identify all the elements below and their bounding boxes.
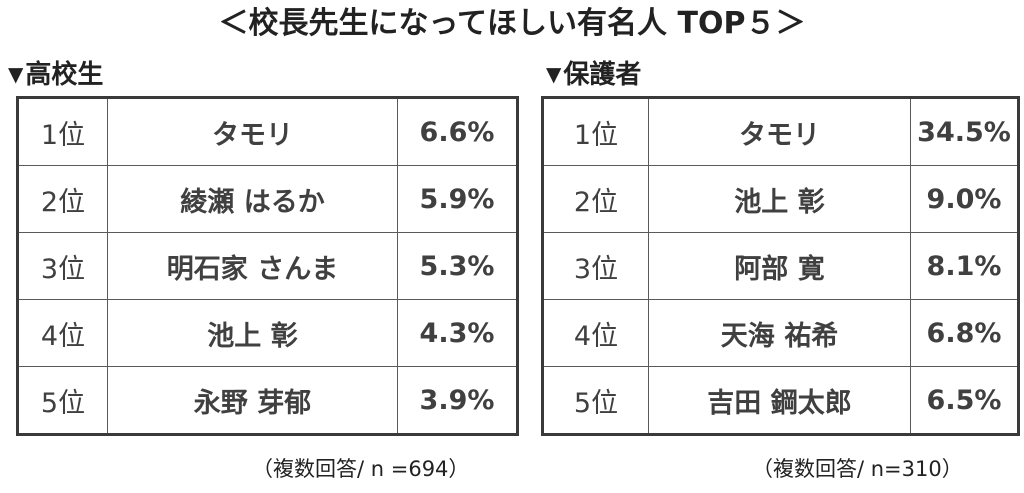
sample-note-students: （複数回答/ n =694） — [252, 457, 470, 481]
rank-cell: 2位 — [17, 165, 108, 233]
rank-cell: 1位 — [17, 97, 108, 166]
table-row: 2位 綾瀬 はるか 5.9% — [17, 165, 518, 233]
table-row: 3位 明石家 さんま 5.3% — [17, 232, 518, 300]
name-cell: 綾瀬 はるか — [107, 165, 398, 233]
table-row: 3位 阿部 寛 8.1% — [542, 232, 1019, 300]
table-row: 4位 天海 祐希 6.8% — [542, 299, 1019, 367]
rank-cell: 5位 — [542, 366, 649, 435]
table-row: 5位 永野 芽郁 3.9% — [17, 366, 518, 435]
sample-note-parents: （複数回答/ n=310） — [752, 457, 963, 481]
rank-cell: 3位 — [17, 232, 108, 300]
pct-cell: 4.3% — [397, 299, 518, 367]
pct-cell: 6.8% — [910, 299, 1019, 367]
pct-cell: 6.6% — [397, 97, 518, 166]
triangle-down-icon: ▼ — [546, 62, 562, 86]
rank-cell: 5位 — [17, 366, 108, 435]
name-cell: 池上 彰 — [107, 299, 398, 367]
section-title-parents: 保護者 — [563, 60, 642, 90]
rank-cell: 4位 — [17, 299, 108, 367]
rank-cell: 2位 — [542, 165, 649, 233]
table-row: 2位 池上 彰 9.0% — [542, 165, 1019, 233]
pct-cell: 5.3% — [397, 232, 518, 300]
name-cell: 永野 芽郁 — [107, 366, 398, 435]
name-cell: 明石家 さんま — [107, 232, 398, 300]
name-cell: タモリ — [648, 97, 911, 166]
ranking-table-students: 1位 タモリ 6.6% 2位 綾瀬 はるか 5.9% 3位 明石家 さんま 5.3% 4位 池上 彰… — [16, 96, 519, 436]
section-label-students: ▼高校生 — [8, 56, 103, 93]
pct-cell: 9.0% — [910, 165, 1019, 233]
name-cell: 池上 彰 — [648, 165, 911, 233]
pct-cell: 34.5% — [910, 97, 1019, 166]
rank-cell: 1位 — [542, 97, 649, 166]
section-title-students: 高校生 — [25, 60, 104, 90]
name-cell: 吉田 鋼太郎 — [648, 366, 911, 435]
pct-cell: 8.1% — [910, 232, 1019, 300]
table-row: 1位 タモリ 34.5% — [542, 97, 1019, 166]
ranking-table-parents: 1位 タモリ 34.5% 2位 池上 彰 9.0% 3位 阿部 寛 8.1% 4位 天海 祐希 6.8… — [541, 96, 1020, 436]
section-label-parents: ▼保護者 — [546, 56, 641, 93]
table-row: 5位 吉田 鋼太郎 6.5% — [542, 366, 1019, 435]
rank-cell: 4位 — [542, 299, 649, 367]
name-cell: 天海 祐希 — [648, 299, 911, 367]
table-row: 4位 池上 彰 4.3% — [17, 299, 518, 367]
chart-title: ＜校長先生になってほしい有名人 TOP５＞ — [218, 6, 806, 41]
pct-cell: 6.5% — [910, 366, 1019, 435]
pct-cell: 3.9% — [397, 366, 518, 435]
table-row: 1位 タモリ 6.6% — [17, 97, 518, 166]
pct-cell: 5.9% — [397, 165, 518, 233]
rank-cell: 3位 — [542, 232, 649, 300]
name-cell: 阿部 寛 — [648, 232, 911, 300]
triangle-down-icon: ▼ — [8, 62, 24, 86]
name-cell: タモリ — [107, 97, 398, 166]
